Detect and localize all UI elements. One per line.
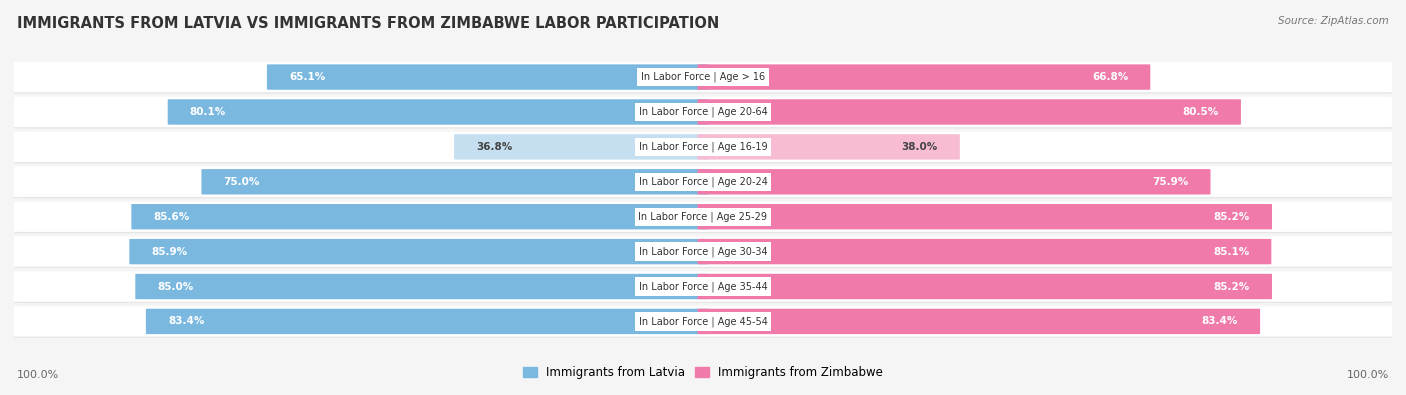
FancyBboxPatch shape (7, 62, 1399, 92)
Text: In Labor Force | Age 25-29: In Labor Force | Age 25-29 (638, 211, 768, 222)
FancyBboxPatch shape (131, 204, 709, 229)
FancyBboxPatch shape (7, 167, 1399, 197)
Text: 85.9%: 85.9% (152, 246, 187, 257)
FancyBboxPatch shape (697, 64, 1150, 90)
Text: In Labor Force | Age 20-24: In Labor Force | Age 20-24 (638, 177, 768, 187)
FancyBboxPatch shape (697, 169, 1211, 194)
FancyBboxPatch shape (146, 309, 709, 334)
Text: 83.4%: 83.4% (1202, 316, 1239, 326)
Text: 80.1%: 80.1% (190, 107, 226, 117)
Text: 85.2%: 85.2% (1213, 212, 1250, 222)
Text: In Labor Force | Age 30-34: In Labor Force | Age 30-34 (638, 246, 768, 257)
Text: 38.0%: 38.0% (901, 142, 938, 152)
Legend: Immigrants from Latvia, Immigrants from Zimbabwe: Immigrants from Latvia, Immigrants from … (517, 361, 889, 384)
FancyBboxPatch shape (454, 134, 709, 160)
FancyBboxPatch shape (11, 238, 1403, 268)
FancyBboxPatch shape (135, 274, 709, 299)
FancyBboxPatch shape (11, 168, 1403, 198)
FancyBboxPatch shape (11, 133, 1403, 164)
FancyBboxPatch shape (7, 97, 1399, 127)
Text: In Labor Force | Age 45-54: In Labor Force | Age 45-54 (638, 316, 768, 327)
Text: 85.6%: 85.6% (153, 212, 190, 222)
FancyBboxPatch shape (167, 99, 709, 125)
Text: 85.2%: 85.2% (1213, 282, 1250, 292)
FancyBboxPatch shape (267, 64, 709, 90)
FancyBboxPatch shape (7, 306, 1399, 337)
FancyBboxPatch shape (697, 99, 1241, 125)
FancyBboxPatch shape (11, 63, 1403, 94)
Text: 83.4%: 83.4% (167, 316, 204, 326)
FancyBboxPatch shape (11, 308, 1403, 338)
FancyBboxPatch shape (11, 203, 1403, 233)
Text: IMMIGRANTS FROM LATVIA VS IMMIGRANTS FROM ZIMBABWE LABOR PARTICIPATION: IMMIGRANTS FROM LATVIA VS IMMIGRANTS FRO… (17, 16, 718, 31)
FancyBboxPatch shape (129, 239, 709, 264)
FancyBboxPatch shape (201, 169, 709, 194)
FancyBboxPatch shape (697, 204, 1272, 229)
Text: 85.0%: 85.0% (157, 282, 194, 292)
Text: 65.1%: 65.1% (290, 72, 325, 82)
Text: In Labor Force | Age 20-64: In Labor Force | Age 20-64 (638, 107, 768, 117)
FancyBboxPatch shape (7, 271, 1399, 302)
FancyBboxPatch shape (697, 239, 1271, 264)
Text: 66.8%: 66.8% (1092, 72, 1128, 82)
FancyBboxPatch shape (7, 201, 1399, 232)
FancyBboxPatch shape (697, 309, 1260, 334)
Text: 100.0%: 100.0% (17, 370, 59, 380)
Text: In Labor Force | Age > 16: In Labor Force | Age > 16 (641, 72, 765, 82)
Text: Source: ZipAtlas.com: Source: ZipAtlas.com (1278, 16, 1389, 26)
Text: 36.8%: 36.8% (477, 142, 512, 152)
FancyBboxPatch shape (697, 134, 960, 160)
FancyBboxPatch shape (697, 274, 1272, 299)
Text: In Labor Force | Age 35-44: In Labor Force | Age 35-44 (638, 281, 768, 292)
FancyBboxPatch shape (7, 132, 1399, 162)
FancyBboxPatch shape (11, 273, 1403, 303)
FancyBboxPatch shape (11, 98, 1403, 128)
Text: 100.0%: 100.0% (1347, 370, 1389, 380)
Text: In Labor Force | Age 16-19: In Labor Force | Age 16-19 (638, 142, 768, 152)
Text: 85.1%: 85.1% (1213, 246, 1250, 257)
FancyBboxPatch shape (7, 237, 1399, 267)
Text: 75.9%: 75.9% (1152, 177, 1188, 187)
Text: 75.0%: 75.0% (224, 177, 260, 187)
Text: 80.5%: 80.5% (1182, 107, 1219, 117)
